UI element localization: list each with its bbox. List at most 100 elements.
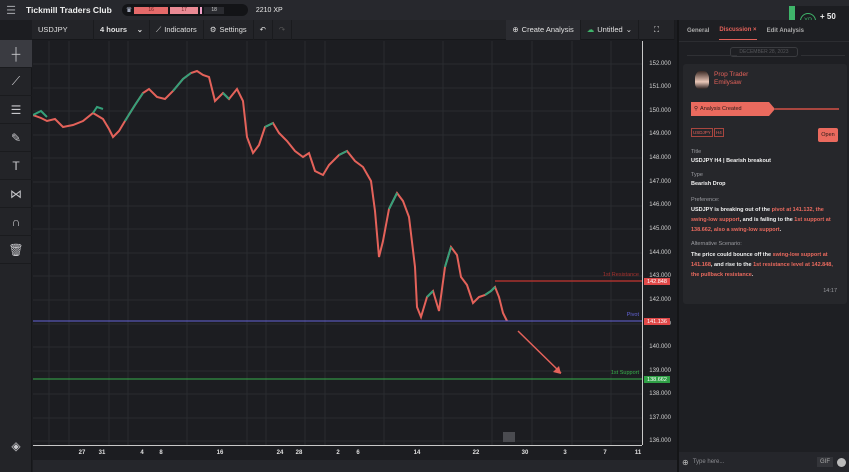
- add-attachment-icon[interactable]: ⊕: [682, 457, 689, 467]
- y-label: 142.000: [649, 297, 671, 303]
- hamburger-menu-icon[interactable]: ☰: [6, 4, 16, 17]
- trend-line-icon: ⟋: [11, 74, 21, 88]
- price-axis[interactable]: 152.000 151.000 150.000 149.000 148.000 …: [642, 41, 677, 445]
- x-label: 28: [295, 450, 303, 456]
- trash-icon: 🗑: [8, 242, 24, 257]
- horizontal-lines-tool[interactable]: ☰: [0, 96, 32, 124]
- preference-label: Preference:: [691, 197, 720, 203]
- y-label: 144.000: [649, 250, 671, 256]
- x-label: 3: [563, 450, 567, 456]
- avatar[interactable]: [695, 71, 709, 89]
- redo-button[interactable]: ↷: [273, 19, 293, 40]
- fullscreen-button[interactable]: ⛶: [639, 19, 675, 40]
- brand-title: Tickmill Traders Club: [26, 5, 112, 15]
- brush-icon: ✎: [10, 130, 22, 145]
- brush-tool[interactable]: ✎: [0, 124, 32, 152]
- drawing-toolbar: ┼ ⟋ ☰ ✎ T ⋈ ∩ 🗑 ◈: [0, 40, 32, 472]
- tab-discussion[interactable]: Discussion ×: [719, 21, 757, 40]
- crown-icon: ◈: [11, 439, 21, 453]
- panel-tabs: General Discussion × Edit Analysis: [679, 20, 849, 42]
- undo-icon: ↶: [259, 25, 266, 34]
- fullscreen-icon: ⛶: [653, 24, 660, 34]
- settings-button[interactable]: ⚙ Settings: [204, 19, 254, 40]
- y-label: 148.000: [649, 155, 671, 161]
- pattern-tool[interactable]: ⋈: [0, 180, 32, 208]
- symbol-tag: USDJPY: [691, 128, 713, 137]
- create-analysis-button[interactable]: ⊕ Create Analysis: [506, 19, 581, 40]
- open-button[interactable]: Open: [818, 128, 838, 142]
- gear-icon: ⚙: [209, 25, 217, 34]
- magnet-tool[interactable]: ∩: [0, 208, 32, 236]
- alt-scenario-text: The price could bounce off the swing-low…: [691, 252, 833, 278]
- indicators-button[interactable]: ⟋ Indicators: [150, 19, 204, 40]
- status-badge: ⚲ Analysis Created: [691, 102, 775, 116]
- level-16: 16: [134, 6, 169, 14]
- title-label: Title: [691, 149, 702, 155]
- favorites-button[interactable]: ◈: [0, 432, 32, 460]
- x-label: 11: [634, 450, 642, 456]
- interval-selector[interactable]: 4 hours ⌄: [94, 19, 150, 40]
- message-input[interactable]: Type here...: [692, 459, 725, 465]
- date-separator: DECEMBER 28, 2023: [730, 47, 798, 57]
- symbol-selector[interactable]: USDJPY: [32, 19, 94, 40]
- interval-label: 4 hours: [100, 25, 128, 34]
- text-tool[interactable]: T: [0, 152, 32, 180]
- y-label: 139.000: [649, 368, 671, 374]
- crosshair-tool[interactable]: ┼: [0, 40, 32, 68]
- x-label: 4: [140, 450, 144, 456]
- y-label: 145.000: [649, 226, 671, 232]
- pattern-icon: ⋈: [10, 186, 22, 201]
- time-axis[interactable]: 27 31 4 8 16 24 28 2 6 14 22 30 3 7 11: [33, 445, 642, 460]
- y-label: 143.000: [649, 273, 671, 279]
- undo-button[interactable]: ↶: [254, 19, 273, 40]
- redo-icon: ↷: [278, 25, 286, 34]
- resistance-price-tag: 142.848: [644, 278, 670, 285]
- y-label: 151.000: [649, 84, 671, 90]
- resistance-label: 1st Resistance: [602, 272, 639, 278]
- x-label: 22: [472, 450, 480, 456]
- y-label: 152.000: [649, 61, 671, 67]
- x-label: 31: [98, 450, 106, 456]
- y-label: 146.000: [649, 202, 671, 208]
- level-17: 17: [170, 6, 199, 14]
- x-label: 27: [78, 450, 86, 456]
- analysis-card: Prop Trader Emilysaw ⚲ Analysis Created US…: [683, 64, 847, 304]
- indicators-icon: ⟋: [156, 24, 162, 34]
- layout-selector[interactable]: ☁ Untitled ⌄: [581, 19, 639, 40]
- candlestick-plot: [33, 41, 642, 445]
- emoji-icon[interactable]: [837, 457, 846, 467]
- tab-general[interactable]: General: [687, 27, 710, 34]
- symbol-label: USDJPY: [38, 25, 68, 34]
- cloud-check-icon: ☁: [586, 25, 595, 34]
- text-icon: T: [12, 158, 20, 173]
- chevron-down-icon: ⌄: [625, 25, 632, 34]
- y-label: 149.000: [649, 131, 671, 137]
- chart-toolbar: USDJPY 4 hours ⌄ ⟋ Indicators ⚙ Settings ↶ …: [32, 19, 675, 40]
- y-label: 138.000: [649, 391, 671, 397]
- x-label: 7: [603, 450, 607, 456]
- author-name[interactable]: Emilysaw: [714, 79, 742, 86]
- y-label: 150.000: [649, 108, 671, 114]
- pivot-price-tag: 141.136: [644, 318, 670, 325]
- trash-tool[interactable]: 🗑: [0, 236, 32, 264]
- x-label: 30: [521, 450, 529, 456]
- level-progress: ♛ 16 17 18: [121, 4, 248, 16]
- price-chart[interactable]: 1st Resistance Pivot 1st Support: [33, 41, 642, 445]
- x-label: 14: [413, 450, 421, 456]
- message-time: 14:17: [823, 288, 837, 294]
- alt-scenario-label: Alternative Scenario:: [691, 241, 742, 247]
- trend-line-tool[interactable]: ⟋: [0, 68, 32, 96]
- gif-button[interactable]: GIF: [817, 457, 833, 467]
- plus-circle-icon: ⊕: [512, 25, 519, 34]
- bottom-strip: [33, 460, 677, 472]
- close-icon[interactable]: ×: [753, 27, 757, 33]
- crosshair-icon: ┼: [11, 46, 21, 61]
- trophy-icon: ♛: [125, 7, 133, 14]
- timeframe-tag: H4: [714, 128, 724, 137]
- pin-icon: ⚲: [694, 106, 699, 112]
- level-18: 18: [204, 6, 225, 14]
- x-label: 2: [336, 450, 340, 456]
- message-composer: ⊕ Type here... GIF: [679, 452, 849, 472]
- type-value: Bearish Drop: [691, 181, 726, 187]
- tab-edit-analysis[interactable]: Edit Analysis: [766, 27, 805, 34]
